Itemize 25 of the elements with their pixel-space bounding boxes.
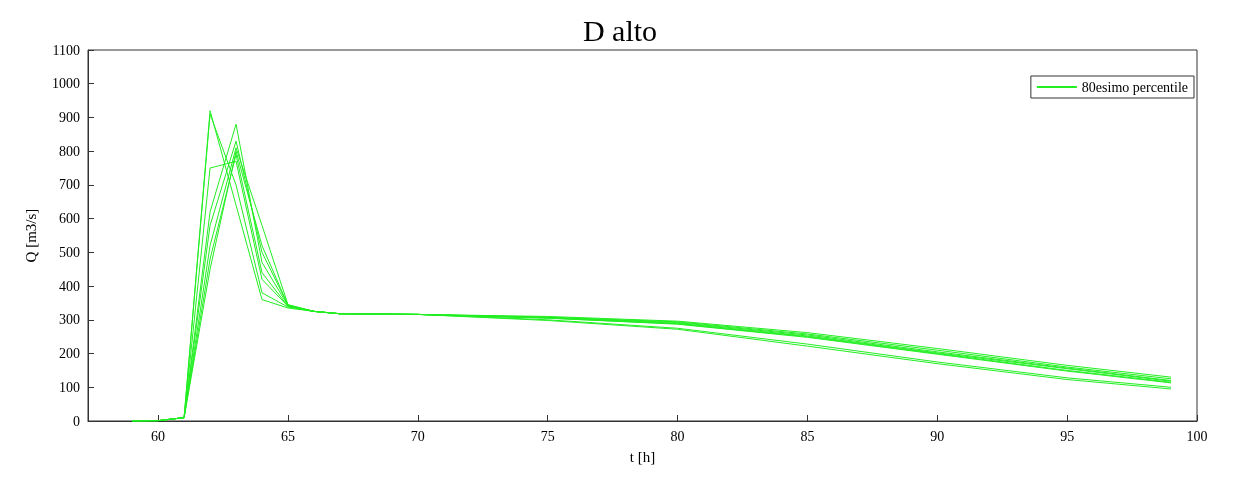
x-tick-label: 85 (800, 428, 815, 444)
y-tick-label: 500 (59, 244, 80, 260)
y-tick-label: 100 (59, 379, 80, 395)
x-tick-label: 65 (280, 428, 295, 444)
y-tick-label: 800 (59, 143, 80, 159)
x-axis-title: t [h] (629, 448, 656, 465)
y-tick-label: 0 (73, 413, 80, 429)
x-tick-label: 60 (151, 428, 166, 444)
y-tick-label: 700 (59, 177, 80, 193)
x-tick-label: 90 (930, 428, 945, 444)
y-tick-label: 300 (59, 312, 80, 328)
y-tick-label: 900 (59, 109, 80, 125)
y-tick-label: 200 (59, 346, 80, 362)
y-tick-label: 400 (59, 278, 80, 294)
x-tick-label: 70 (410, 428, 425, 444)
x-tick-label: 100 (1186, 428, 1208, 444)
x-tick-label: 75 (540, 428, 555, 444)
legend-label: 80esimo percentile (1081, 79, 1189, 95)
x-tick-label: 95 (1060, 428, 1075, 444)
y-tick-label: 1100 (52, 42, 80, 58)
y-tick-label: 600 (59, 211, 80, 227)
x-tick-label: 80 (670, 428, 685, 444)
chart-title: D alto (582, 13, 658, 47)
y-tick-label: 1000 (52, 76, 80, 92)
y-axis-title: Q [m3/s] (22, 208, 39, 263)
